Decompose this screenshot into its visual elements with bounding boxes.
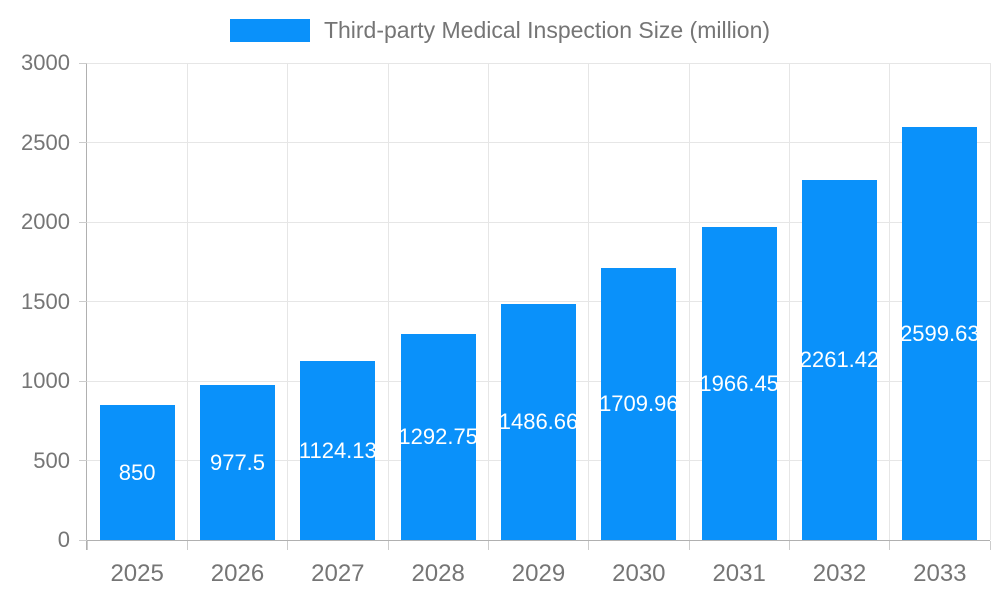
bar[interactable]: 977.5 [200, 385, 275, 540]
bar[interactable]: 2599.63 [902, 127, 978, 540]
bar-value-label: 2261.42 [802, 347, 877, 372]
x-axis-tick [186, 541, 188, 550]
legend-label: Third-party Medical Inspection Size (mil… [323, 17, 771, 43]
x-axis-label: 2025 [110, 560, 164, 587]
bar-value-label: 1124.13 [300, 437, 376, 463]
v-gridline [989, 63, 991, 540]
h-gridline [87, 62, 990, 64]
y-axis-tick [79, 221, 87, 223]
v-gridline [387, 63, 389, 540]
h-gridline [87, 221, 990, 223]
bar-value-label: 1709.96 [601, 391, 677, 416]
y-axis-label: 2000 [21, 209, 70, 234]
v-gridline [487, 63, 489, 540]
h-gridline [87, 301, 990, 302]
y-axis-tick [79, 62, 87, 64]
x-axis-label: 2028 [411, 560, 465, 587]
y-axis-tick [79, 301, 87, 302]
bar-value-label: 850 [118, 459, 156, 485]
y-axis-tick [79, 380, 87, 382]
v-gridline [588, 63, 590, 540]
x-axis-tick [86, 541, 88, 550]
y-axis-tick [79, 142, 87, 143]
x-axis-tick [588, 541, 590, 550]
x-axis-label: 2026 [210, 560, 265, 587]
bar-value-label: 2599.63 [902, 320, 978, 346]
y-axis-label: 1000 [21, 368, 70, 393]
legend-swatch-icon [229, 18, 310, 42]
bar[interactable]: 1709.96 [601, 268, 677, 540]
v-gridline [788, 63, 790, 540]
x-axis-label: 2027 [311, 560, 365, 587]
x-axis-label: 2029 [511, 560, 566, 587]
bar[interactable]: 1124.13 [300, 361, 376, 540]
v-gridline [186, 63, 188, 540]
x-axis-label: 2032 [812, 560, 867, 587]
bar[interactable]: 1486.66 [501, 304, 576, 540]
x-axis-tick [287, 541, 289, 550]
h-gridline [87, 142, 990, 143]
bar-value-label: 977.5 [209, 449, 266, 475]
v-gridline [688, 63, 690, 540]
chart-legend[interactable]: Third-party Medical Inspection Size (mil… [0, 17, 1000, 43]
bar-value-label: 1966.45 [701, 370, 777, 396]
x-axis-tick [989, 541, 991, 550]
v-gridline [889, 63, 891, 540]
y-axis-line [86, 63, 87, 550]
y-axis-label: 0 [57, 527, 70, 552]
x-axis-label: 2030 [612, 560, 666, 587]
x-axis-tick [688, 541, 690, 550]
y-axis-tick [79, 539, 87, 541]
y-axis-label: 1500 [21, 288, 70, 314]
y-axis-label: 3000 [21, 50, 70, 75]
x-axis-label: 2033 [913, 560, 967, 587]
x-axis-tick [788, 541, 790, 550]
bar-value-label: 1486.66 [501, 409, 576, 434]
y-axis-label: 2500 [21, 129, 70, 155]
bar[interactable]: 1966.45 [701, 227, 777, 540]
plot-area: 850 977.5 1124.13 1292.75 1486.66 1709.96 1966… [87, 62, 991, 540]
x-axis-label: 2031 [712, 560, 766, 587]
bar[interactable]: 2261.42 [802, 180, 877, 540]
bar[interactable]: 1292.75 [400, 334, 476, 540]
y-axis-label: 500 [33, 447, 70, 473]
v-gridline [287, 63, 289, 540]
y-axis-tick [79, 460, 87, 461]
x-axis-tick [889, 541, 891, 550]
bar[interactable]: 850 [99, 405, 175, 540]
x-axis-tick [487, 541, 489, 550]
bar-value-label: 1292.75 [400, 424, 476, 449]
x-axis-tick [387, 541, 389, 550]
x-axis-line [87, 540, 990, 541]
